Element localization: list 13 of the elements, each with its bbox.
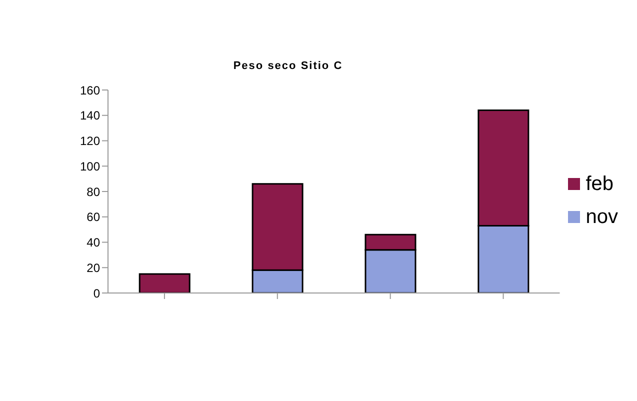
y-tick-label: 40 [86, 236, 100, 250]
bar [138, 273, 190, 293]
y-tick-label: 120 [80, 134, 100, 148]
chart-title: Peso seco Sitio C [232, 60, 344, 72]
y-tick-label: 80 [86, 184, 100, 199]
y-tick-label: 60 [86, 210, 100, 224]
legend-label: nov [586, 206, 618, 228]
y-tick-label: 160 [80, 83, 100, 98]
y-tick-label: 100 [80, 159, 100, 174]
legend-label: feb [586, 172, 614, 196]
y-tick-label: 140 [80, 108, 100, 123]
y-tick-label: 20 [86, 260, 100, 275]
y-tick-label: 0 [93, 286, 100, 300]
